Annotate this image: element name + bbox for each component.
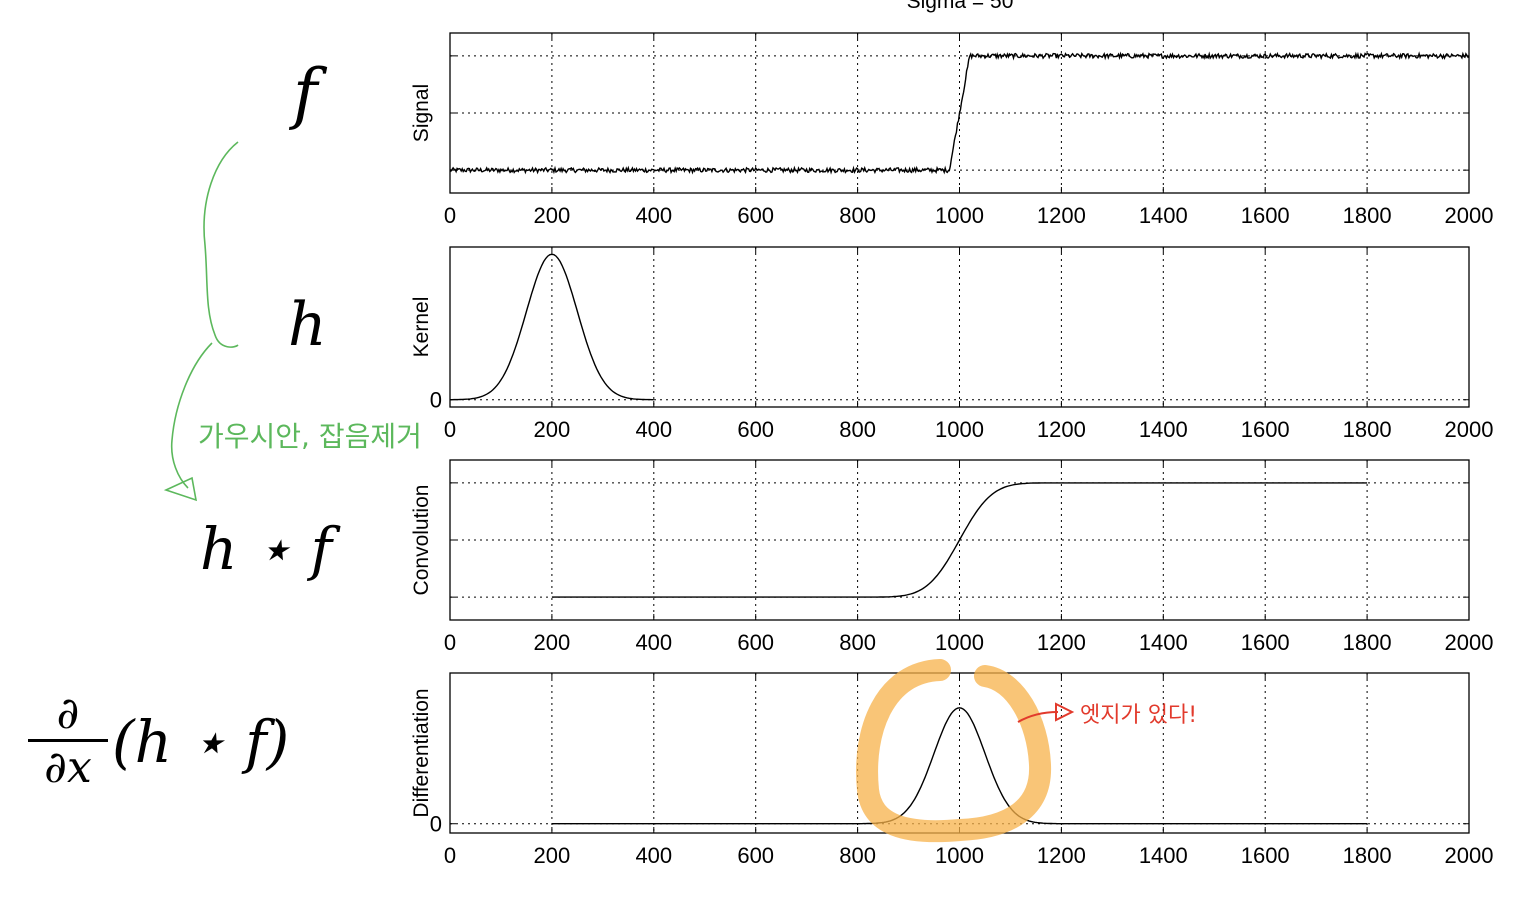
subplot-kernel: 0 200 400 600 800 1000 1200 1400 1600 1800 2000 0 Ke… [410,246,1494,442]
y-axis-label: Convolution [410,485,433,596]
eq-h: h [288,290,327,360]
x-tick-label: 800 [839,203,876,228]
x-tick-label: 600 [737,843,774,868]
x-tick-label: 1400 [1139,630,1188,655]
x-tick-label: 1200 [1037,417,1086,442]
x-tick-label: 600 [737,203,774,228]
series-line-derivative [551,707,1368,825]
x-tick-label: 1000 [935,203,984,228]
plots-group: 0 200 400 600 800 1000 1200 1400 1600 1800 2000Sig… [410,32,1494,868]
x-tick-label: 1800 [1343,203,1392,228]
series-line-convolution [551,482,1368,598]
x-tick-label: 1200 [1037,843,1086,868]
y-tick-label: 0 [430,388,442,413]
y-axis-label: Signal [410,84,433,142]
x-tick-label: 1400 [1139,203,1188,228]
eq-deriv-numerator: ∂ [56,688,80,739]
x-tick-label: 1400 [1139,417,1188,442]
x-tick-label: 1800 [1343,843,1392,868]
x-tick-label: 1000 [935,417,984,442]
x-tick-label: 600 [737,630,774,655]
x-tick-label: 1600 [1241,843,1290,868]
x-tick-label: 1400 [1139,843,1188,868]
x-tick-label: 400 [635,203,672,228]
x-tick-label: 800 [839,630,876,655]
y-axis-label: Kernel [410,297,433,358]
x-tick-label: 2000 [1445,203,1494,228]
x-tick-label: 2000 [1445,630,1494,655]
x-tick-label: 200 [534,843,571,868]
x-tick-label: 1600 [1241,630,1290,655]
x-tick-label: 200 [534,417,571,442]
fraction-bar [28,739,108,742]
x-tick-label: 1200 [1037,203,1086,228]
x-tick-label: 2000 [1445,843,1494,868]
red-arrow-head-icon [1055,702,1075,722]
x-tick-label: 0 [444,203,456,228]
x-tick-label: 1800 [1343,417,1392,442]
subplot-signal: 0 200 400 600 800 1000 1200 1400 1600 1800 2000 Sig… [410,32,1494,228]
x-tick-label: 1200 [1037,630,1086,655]
green-arrow-stroke [170,342,213,489]
eq-f: f [293,55,318,132]
x-tick-label: 1000 [935,843,984,868]
x-tick-label: 0 [444,417,456,442]
x-tick-label: 200 [534,203,571,228]
series-line-signal [449,51,1470,175]
x-tick-label: 400 [635,417,672,442]
green-note: 가우시안, 잡음제거 [198,420,422,453]
subplot-convolution: 0 200 400 600 800 1000 1200 1400 1600 1800 2000 Con… [410,459,1494,655]
green-arrow-head-icon [163,476,198,502]
x-tick-label: 0 [444,630,456,655]
red-note: 엣지가 있다! [1080,703,1197,728]
x-tick-label: 800 [839,843,876,868]
x-tick-label: 400 [635,630,672,655]
eq-deriv-denominator: ∂x [44,742,92,793]
subplot-differentiation: 0 200 400 600 800 1000 1200 1400 1600 1800 20000Di… [410,672,1494,868]
green-bracket-stroke [203,141,239,348]
y-tick-label: 0 [430,812,442,837]
y-axis-label: Differentiation [410,688,433,817]
x-tick-label: 1600 [1241,203,1290,228]
figure-title: Sigma = 50 [907,0,1014,13]
x-tick-label: 1600 [1241,417,1290,442]
x-tick-label: 400 [635,843,672,868]
x-tick-label: 800 [839,417,876,442]
orange-highlight-circle [856,659,1052,843]
x-tick-label: 600 [737,417,774,442]
series-line-kernel [450,253,654,401]
x-tick-label: 0 [444,843,456,868]
x-tick-label: 1000 [935,630,984,655]
x-tick-label: 2000 [1445,417,1494,442]
eq-conv: h ⋆ f [200,515,333,583]
red-arrow-stroke [1017,711,1059,723]
eq-deriv-body: (h ⋆ f) [112,708,290,776]
x-tick-label: 200 [534,630,571,655]
x-tick-label: 1800 [1343,630,1392,655]
